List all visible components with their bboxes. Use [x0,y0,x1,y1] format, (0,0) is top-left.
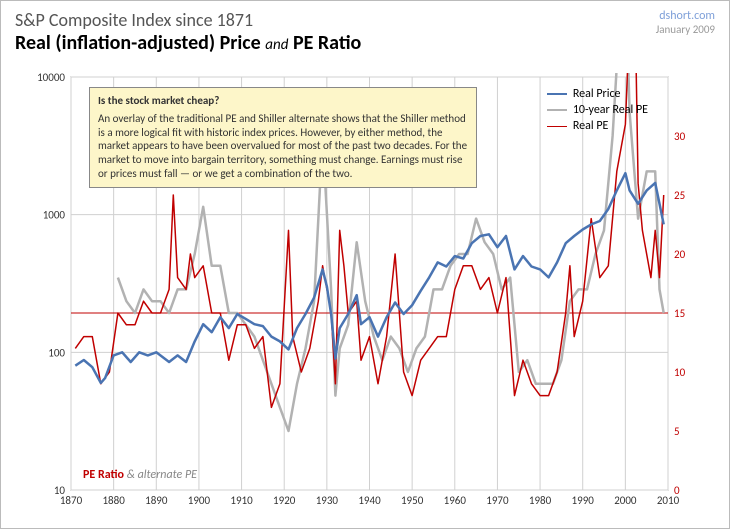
x-tick-label: 2000 [614,494,637,507]
source-block: dshort.com January 2009 [656,9,715,36]
y-right-tick-label: 25 [674,189,685,202]
y-right-tick-label: 0 [674,484,680,497]
legend-item: Real PE [547,119,648,133]
legend-swatch [547,109,567,111]
chart-frame: S&P Composite Index since 1871 Real (inf… [0,0,730,529]
title-block: S&P Composite Index since 1871 Real (inf… [15,9,361,55]
y-right-tick-label: 20 [674,248,686,261]
source-date: January 2009 [656,23,715,36]
x-tick-label: 1980 [529,494,552,507]
legend-item: 10-year Real PE [547,103,648,117]
legend-swatch [547,126,567,127]
source-site: dshort.com [656,9,715,23]
x-tick-label: 1940 [358,494,381,507]
title-pe: PE Ratio [293,31,361,55]
x-tick-label: 1920 [273,494,296,507]
x-tick-label: 1910 [230,494,253,507]
title-line2: Real (inflation-adjusted) Price and PE R… [15,31,361,55]
x-tick-label: 1890 [145,494,168,507]
pe-label-alt: & alternate PE [124,468,197,482]
x-tick-label: 1930 [316,494,339,507]
title-and: and [265,36,288,54]
title-line1: S&P Composite Index since 1871 [15,9,361,31]
legend-swatch [547,93,567,95]
pe-axis-label: PE Ratio & alternate PE [83,468,197,482]
x-tick-label: 1970 [486,494,509,507]
y-right-tick-label: 5 [674,425,680,438]
x-tick-label: 1880 [102,494,125,507]
y-left-tick-label: 10000 [37,73,65,84]
x-tick-label: 1950 [401,494,424,507]
legend-label: 10-year Real PE [573,103,648,117]
legend-item: Real Price [547,87,648,101]
y-right-tick-label: 10 [674,366,686,379]
legend-label: Real PE [573,119,609,133]
chart-area: 1870188018901900191019201930194019501960… [36,73,694,508]
x-tick-label: 1900 [188,494,211,507]
x-tick-label: 1990 [572,494,595,507]
legend-label: Real Price [573,87,621,101]
callout-box: Is the stock market cheap? An overlay of … [89,87,477,188]
pe-label-main: PE Ratio [83,468,124,482]
title-price: Real (inflation-adjusted) Price [15,31,261,55]
legend: Real Price 10-year Real PE Real PE [547,87,648,135]
y-left-tick-label: 10 [54,484,66,497]
y-right-tick-label: 30 [674,130,686,143]
y-right-tick-label: 15 [674,307,685,320]
y-left-tick-label: 1000 [43,209,66,222]
x-tick-label: 1960 [444,494,467,507]
callout-body: An overlay of the traditional PE and Shi… [98,112,468,181]
callout-title: Is the stock market cheap? [98,94,468,108]
y-left-tick-label: 100 [48,346,65,359]
